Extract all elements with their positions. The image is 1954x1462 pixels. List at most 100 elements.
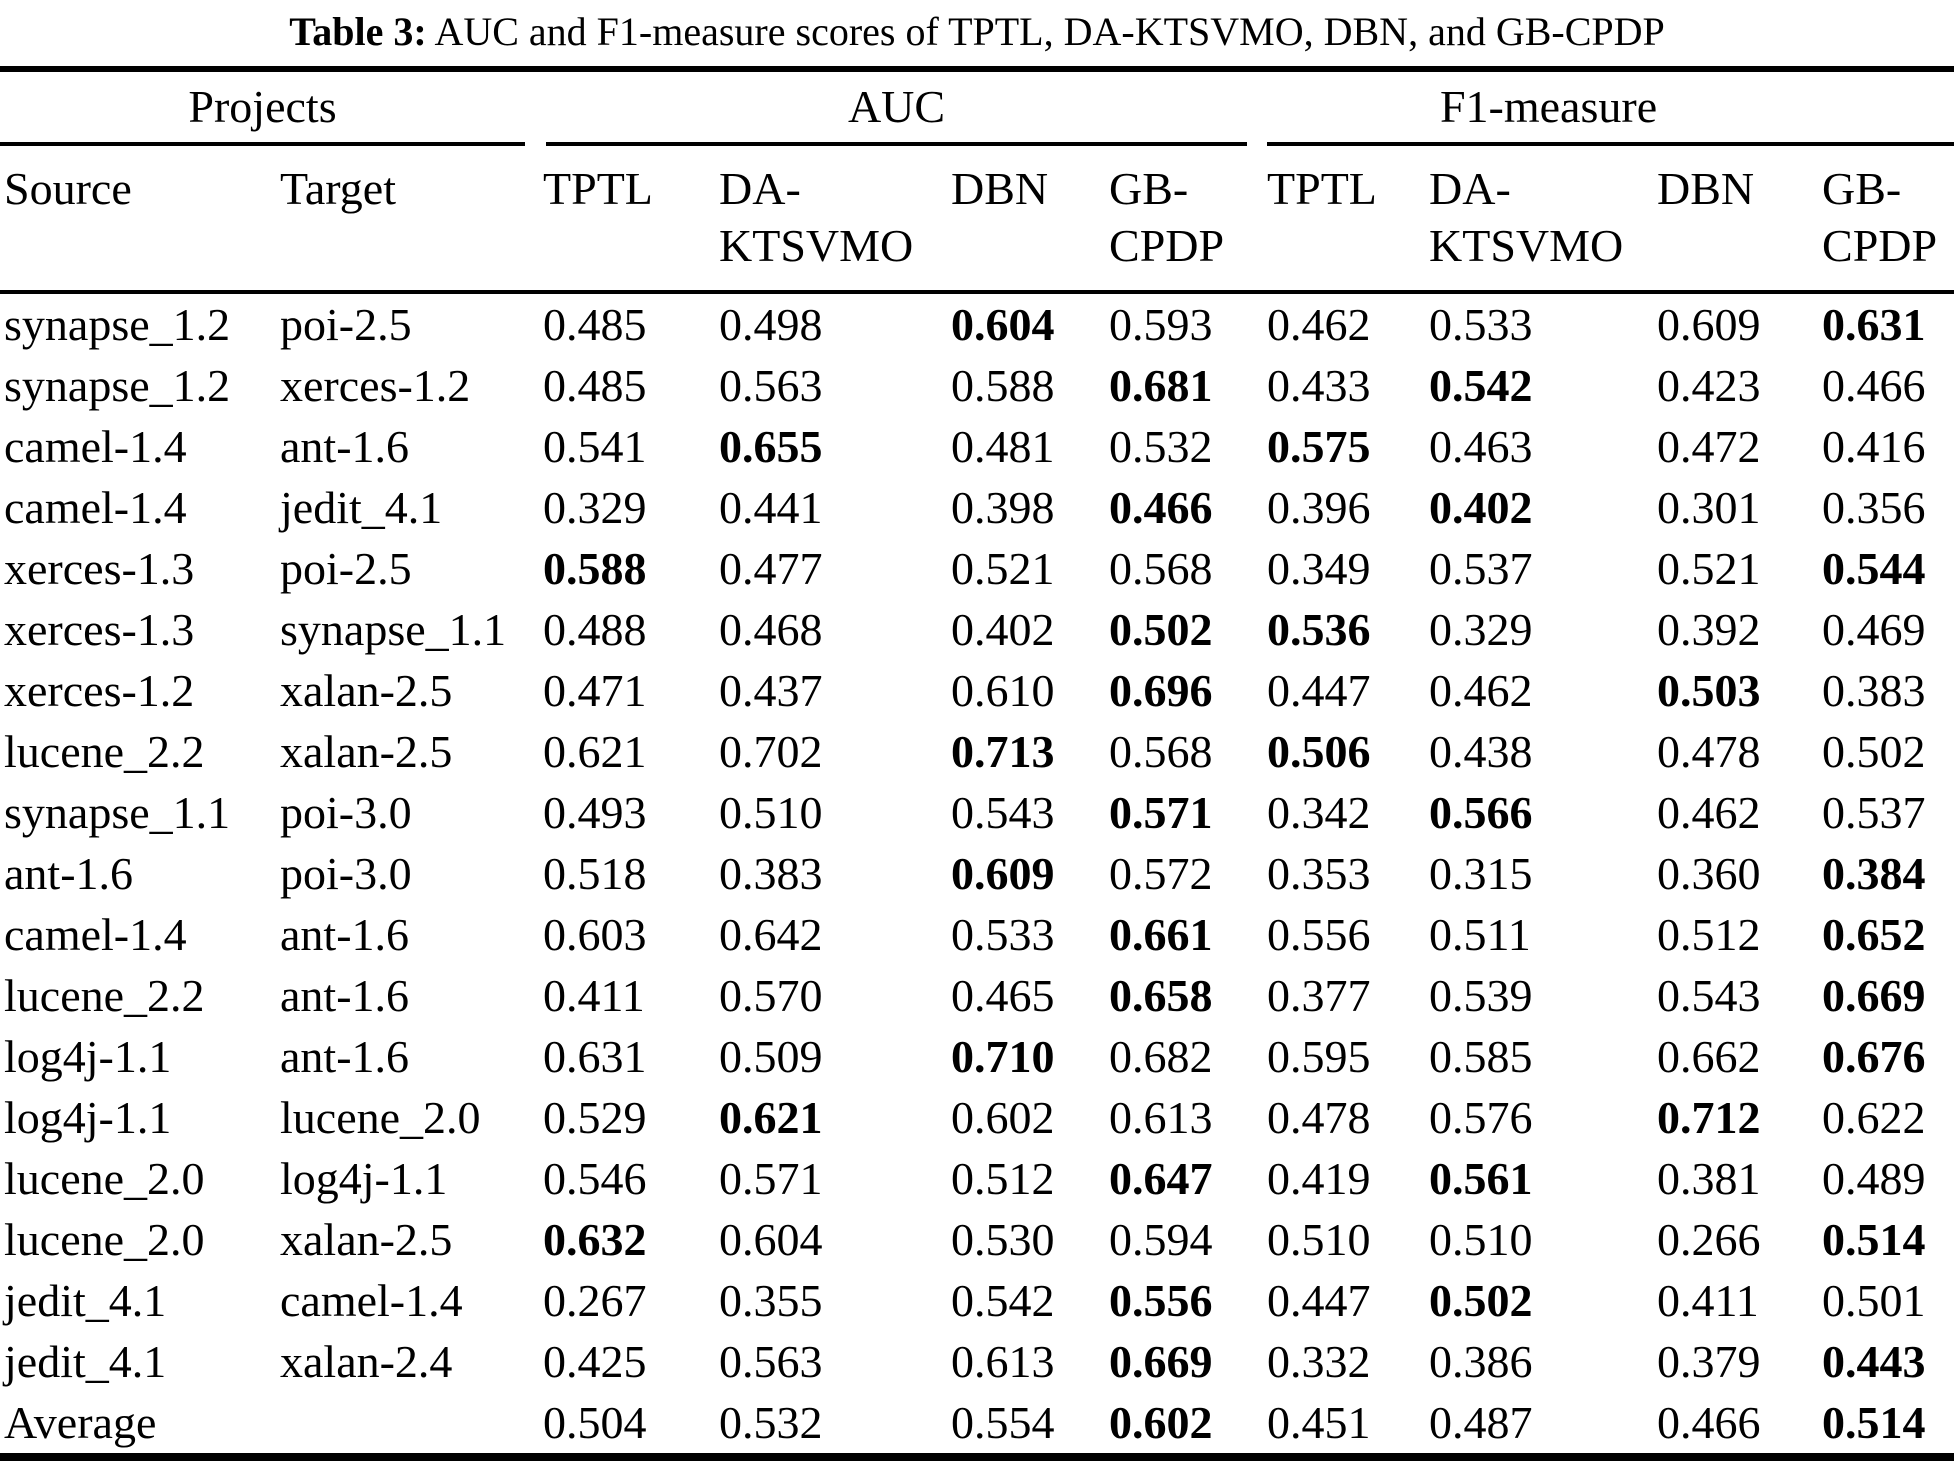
source-cell: xerces-1.2 (4, 665, 195, 716)
f1-dbn-cell: 0.521 (1657, 543, 1761, 594)
scores-table: Projects AUC F1-measure Source Target TP… (0, 66, 1954, 1461)
f1-da-ktsvmo-cell: 0.510 (1429, 1214, 1533, 1265)
f1-dbn-cell: 0.411 (1657, 1275, 1759, 1326)
source-cell: lucene_2.2 (4, 970, 205, 1021)
target-cell: ant-1.6 (280, 1031, 410, 1082)
auc-da-ktsvmo-cell: 0.509 (719, 1031, 823, 1082)
f1-dbn-cell: 0.543 (1657, 970, 1761, 1021)
f1-tptl-cell: 0.349 (1267, 543, 1371, 594)
f1-tptl-cell: 0.506 (1267, 726, 1371, 777)
auc-gb-cpdp-cell: 0.661 (1109, 909, 1213, 960)
f1-tptl-cell: 0.377 (1267, 970, 1371, 1021)
target-cell: xalan-2.4 (280, 1336, 453, 1387)
f1-da-ktsvmo-cell: 0.539 (1429, 970, 1533, 1021)
f1-da-ktsvmo-cell: 0.566 (1429, 787, 1533, 838)
f1-da-ktsvmo-cell: 0.315 (1429, 848, 1533, 899)
auc-da-ktsvmo-cell: 0.383 (719, 848, 823, 899)
f1-dbn-cell: 0.423 (1657, 360, 1761, 411)
target-cell: ant-1.6 (280, 970, 410, 1021)
auc-da-ktsvmo-cell: 0.532 (719, 1397, 823, 1448)
auc-tptl-cell: 0.546 (543, 1153, 647, 1204)
target-cell: xerces-1.2 (280, 360, 471, 411)
auc-da-ktsvmo-cell: 0.468 (719, 604, 823, 655)
f1-dbn-cell: 0.662 (1657, 1031, 1761, 1082)
f1-da-ktsvmo-cell: 0.585 (1429, 1031, 1533, 1082)
f1-gb-cpdp-cell: 0.514 (1822, 1214, 1926, 1265)
auc-da-ktsvmo-cell: 0.571 (719, 1153, 823, 1204)
f1-da-ktsvmo-cell: 0.438 (1429, 726, 1533, 777)
table-row: log4j-1.1 lucene_2.0 0.529 0.621 0.602 0.613 0… (0, 1087, 1954, 1148)
f1-tptl-cell: 0.478 (1267, 1092, 1371, 1143)
table-row: synapse_1.1 poi-3.0 0.493 0.510 0.543 0.571 0.… (0, 782, 1954, 843)
f1-da-ktsvmo-cell: 0.511 (1429, 909, 1531, 960)
f1-tptl-cell: 0.462 (1267, 299, 1371, 350)
auc-dbn-cell: 0.542 (951, 1275, 1055, 1326)
target-cell: ant-1.6 (280, 909, 410, 960)
source-cell: synapse_1.2 (4, 360, 231, 411)
table-row: lucene_2.0 log4j-1.1 0.546 0.571 0.512 0.647 0… (0, 1148, 1954, 1209)
f1-dbn-cell: 0.472 (1657, 421, 1761, 472)
source-cell: synapse_1.1 (4, 787, 231, 838)
f1-da-ktsvmo-cell: 0.462 (1429, 665, 1533, 716)
target-cell: poi-3.0 (280, 848, 412, 899)
source-cell: lucene_2.0 (4, 1153, 205, 1204)
auc-tptl-cell: 0.485 (543, 299, 647, 350)
target-cell: jedit_4.1 (280, 482, 443, 533)
auc-da-ktsvmo-cell: 0.563 (719, 1336, 823, 1387)
f1-gb-cpdp-cell: 0.383 (1822, 665, 1926, 716)
target-cell: log4j-1.1 (280, 1153, 448, 1204)
auc-da-ktsvmo-cell: 0.642 (719, 909, 823, 960)
f1-tptl-cell: 0.447 (1267, 665, 1371, 716)
f1-gb-cpdp-cell: 0.652 (1822, 909, 1926, 960)
auc-gb-cpdp-cell: 0.532 (1109, 421, 1213, 472)
f1-tptl-cell: 0.595 (1267, 1031, 1371, 1082)
f1-dbn-cell: 0.712 (1657, 1092, 1761, 1143)
f1-da-ktsvmo-cell: 0.561 (1429, 1153, 1533, 1204)
target-cell: lucene_2.0 (280, 1092, 481, 1143)
table-caption-text: AUC and F1-measure scores of TPTL, DA-KT… (434, 9, 1665, 54)
group-header-f1-label: F1-measure (1439, 81, 1658, 132)
table-row: lucene_2.0 xalan-2.5 0.632 0.604 0.530 0.594 0… (0, 1209, 1954, 1270)
auc-tptl-cell: 0.632 (543, 1214, 647, 1265)
auc-dbn-cell: 0.543 (951, 787, 1055, 838)
col-header-auc-tptl: TPTL (539, 146, 716, 294)
f1-dbn-cell: 0.466 (1657, 1397, 1761, 1448)
f1-gb-cpdp-cell: 0.622 (1822, 1092, 1926, 1143)
f1-gb-cpdp-cell: 0.384 (1822, 848, 1926, 899)
table-row: lucene_2.2 ant-1.6 0.411 0.570 0.465 0.658 0.3… (0, 965, 1954, 1026)
f1-gb-cpdp-cell: 0.501 (1822, 1275, 1926, 1326)
auc-dbn-cell: 0.609 (951, 848, 1055, 899)
group-header-projects: Projects (0, 69, 539, 146)
f1-dbn-cell: 0.503 (1657, 665, 1761, 716)
f1-tptl-cell: 0.451 (1267, 1397, 1371, 1448)
f1-gb-cpdp-cell: 0.416 (1822, 421, 1926, 472)
auc-gb-cpdp-cell: 0.568 (1109, 726, 1213, 777)
f1-gb-cpdp-cell: 0.489 (1822, 1153, 1926, 1204)
auc-tptl-cell: 0.631 (543, 1031, 647, 1082)
auc-gb-cpdp-cell: 0.572 (1109, 848, 1213, 899)
f1-gb-cpdp-cell: 0.466 (1822, 360, 1926, 411)
col-header-auc-dbn: DBN (947, 146, 1106, 294)
target-cell: poi-2.5 (280, 543, 412, 594)
auc-tptl-cell: 0.485 (543, 360, 647, 411)
target-cell: synapse_1.1 (280, 604, 507, 655)
auc-tptl-cell: 0.541 (543, 421, 647, 472)
auc-tptl-cell: 0.425 (543, 1336, 647, 1387)
auc-da-ktsvmo-cell: 0.604 (719, 1214, 823, 1265)
auc-tptl-cell: 0.588 (543, 543, 647, 594)
auc-gb-cpdp-cell: 0.669 (1109, 1336, 1213, 1387)
group-header-projects-label: Projects (188, 81, 337, 132)
target-cell: poi-3.0 (280, 787, 412, 838)
source-cell: jedit_4.1 (4, 1275, 167, 1326)
auc-dbn-cell: 0.602 (951, 1092, 1055, 1143)
table-row: synapse_1.2 xerces-1.2 0.485 0.563 0.588 0.68… (0, 355, 1954, 416)
col-header-auc-da-ktsvmo: DA-KTSVMO (715, 146, 948, 294)
f1-gb-cpdp-cell: 0.669 (1822, 970, 1926, 1021)
auc-dbn-cell: 0.610 (951, 665, 1055, 716)
auc-da-ktsvmo-cell: 0.655 (719, 421, 823, 472)
table-row: camel-1.4 ant-1.6 0.603 0.642 0.533 0.661 0.55… (0, 904, 1954, 965)
table-row: xerces-1.3 synapse_1.1 0.488 0.468 0.402 0.50… (0, 599, 1954, 660)
auc-gb-cpdp-cell: 0.556 (1109, 1275, 1213, 1326)
source-cell: log4j-1.1 (4, 1031, 172, 1082)
f1-da-ktsvmo-cell: 0.329 (1429, 604, 1533, 655)
